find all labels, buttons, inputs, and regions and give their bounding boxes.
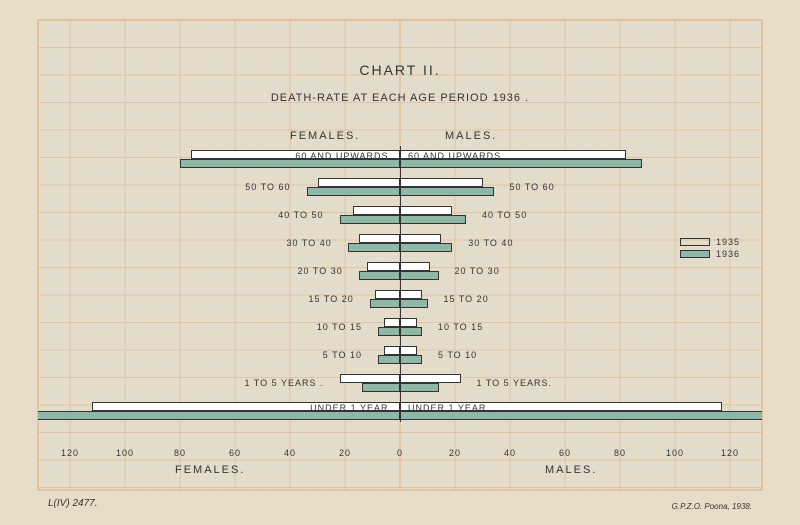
category-label-male: 50 TO 60 [510,182,555,192]
bar-1935-male [400,234,441,243]
category-label-male: 10 TO 15 [438,322,483,332]
category-label-female: 15 TO 20 [309,294,354,304]
males-heading: MALES. [445,130,497,142]
bar-1936-female [340,215,401,224]
category-label-female: 1 TO 5 YEARS . [244,378,323,388]
bar-1935-female [384,346,401,355]
footnote-right: G.P.Z.O. Poona, 1938. [672,502,752,511]
chart-subtitle: DEATH-RATE AT EACH AGE PERIOD 1936 . [0,92,800,104]
bar-1936-male [400,327,422,336]
bar-1935-female [353,206,400,215]
legend-swatch-1936 [680,250,710,258]
bar-1936-male [400,355,422,364]
bar-1935-male [400,290,422,299]
bar-1936-female [307,187,401,196]
category-label-female: 30 TO 40 [287,238,332,248]
bar-1936-female [359,271,400,280]
bar-1936-female [370,299,400,308]
females-heading: FEMALES. [290,130,360,142]
bar-1935-male [400,206,452,215]
bar-1936-female [348,243,400,252]
category-label-male: UNDER 1 YEAR. [408,403,490,413]
category-label-male: 15 TO 20 [444,294,489,304]
bar-1936-male [400,299,428,308]
bar-1935-female [318,178,401,187]
x-tick: 100 [116,448,134,458]
chart-title: CHART II. [0,62,800,78]
category-label-male: 20 TO 30 [455,266,500,276]
category-label-female: 10 TO 15 [317,322,362,332]
category-label-female: UNDER 1 YEAR. [310,403,392,413]
category-label-female: 40 TO 50 [278,210,323,220]
bar-1935-female [375,290,400,299]
category-label-male: 1 TO 5 YEARS. [477,378,553,388]
x-tick: 80 [174,448,186,458]
bar-1936-male [400,215,466,224]
footnote-left: L(IV) 2477. [48,498,97,509]
x-tick: 60 [229,448,241,458]
x-tick: 120 [61,448,79,458]
category-label-female: 50 TO 60 [245,182,290,192]
bar-1936-male [400,187,494,196]
x-tick: 0 [397,448,403,458]
x-tick: 60 [559,448,571,458]
x-tick: 20 [339,448,351,458]
bar-1935-female [340,374,401,383]
legend-label-1935: 1935 [716,237,740,247]
bar-1935-female [384,318,401,327]
bar-1935-male [400,374,461,383]
x-tick: 40 [284,448,296,458]
bar-1936-male [400,243,452,252]
males-axis-label: MALES. [545,464,597,476]
category-label-male: 5 TO 10 [438,350,477,360]
chart-container: CHART II. DEATH-RATE AT EACH AGE PERIOD … [0,0,800,525]
bar-1935-male [400,346,417,355]
x-tick: 40 [504,448,516,458]
bar-1936-male [400,383,439,392]
x-tick: 80 [614,448,626,458]
category-label-male: 60 AND UPWARDS. [408,151,505,161]
center-axis-line [400,146,401,422]
bar-1936-female [362,383,401,392]
x-tick: 100 [666,448,684,458]
bar-1935-male [400,262,430,271]
bar-1936-female [378,327,400,336]
females-axis-label: FEMALES. [175,464,245,476]
legend-label-1936: 1936 [716,249,740,259]
x-tick: 20 [449,448,461,458]
category-label-female: 20 TO 30 [298,266,343,276]
bar-1935-male [400,178,483,187]
x-tick: 120 [721,448,739,458]
category-label-female: 5 TO 10 [323,350,362,360]
category-label-male: 40 TO 50 [482,210,527,220]
legend-swatch-1935 [680,238,710,246]
category-label-male: 30 TO 40 [468,238,513,248]
bar-1936-male [400,271,439,280]
bar-1935-female [359,234,400,243]
category-label-female: 60 AND UPWARDS. [295,151,392,161]
bar-1935-female [367,262,400,271]
bar-1935-male [400,318,417,327]
bar-1936-female [378,355,400,364]
